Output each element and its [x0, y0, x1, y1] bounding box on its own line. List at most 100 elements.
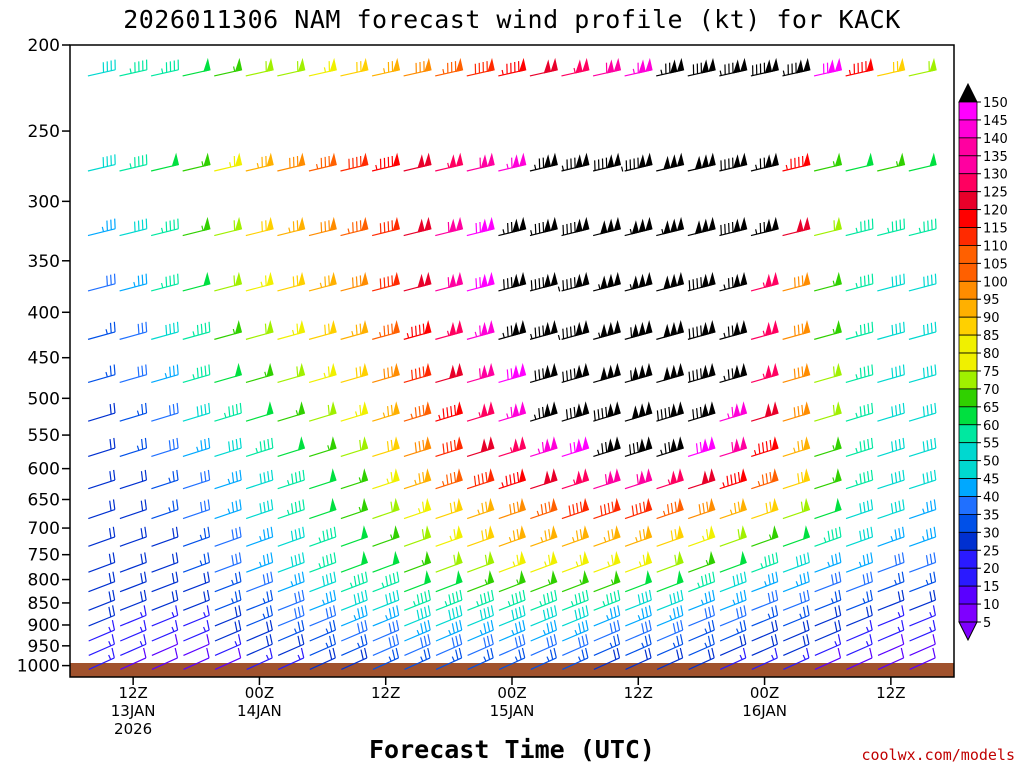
- wind-barb: [719, 152, 748, 172]
- wind-barb: [782, 571, 810, 593]
- wind-barb: [498, 550, 526, 573]
- wind-barb: [246, 619, 273, 642]
- wind-barb: [751, 497, 779, 520]
- wind-barb: [782, 525, 811, 547]
- wind-barb: [277, 271, 306, 292]
- wind-barb: [404, 619, 431, 642]
- wind-barb: [214, 647, 242, 670]
- wind-barb: [845, 57, 874, 77]
- credit-link[interactable]: coolwx.com/models: [861, 746, 1015, 764]
- wind-barb: [466, 320, 495, 340]
- wind-barb: [813, 216, 843, 237]
- wind-barb: [783, 634, 810, 657]
- x-tick-label: 14JAN: [237, 702, 282, 720]
- wind-barb: [403, 550, 432, 573]
- wind-barb: [814, 589, 842, 611]
- wind-barb: [308, 401, 337, 422]
- y-tick-label: 550: [28, 426, 60, 446]
- wind-barb: [87, 364, 116, 383]
- wind-barb: [908, 321, 937, 340]
- colorbar-bottom-arrow: [958, 621, 978, 642]
- wind-barb: [403, 152, 432, 172]
- wind-barb: [183, 589, 210, 611]
- wind-barb: [530, 605, 558, 627]
- wind-barb: [214, 526, 242, 547]
- wind-barb: [404, 589, 431, 611]
- colorbar-label: 130: [983, 168, 1008, 183]
- wind-barb: [908, 402, 937, 422]
- wind-barb: [877, 589, 905, 611]
- y-tick-label: 250: [28, 122, 60, 142]
- wind-barb: [277, 589, 305, 611]
- wind-barb: [562, 647, 589, 670]
- wind-barb: [466, 57, 495, 77]
- wind-barb: [214, 152, 243, 172]
- wind-barb: [183, 619, 210, 642]
- wind-barb: [845, 321, 874, 340]
- wind-barb: [751, 619, 779, 642]
- wind-barb: [151, 571, 179, 593]
- wind-barb: [688, 634, 715, 657]
- wind-barb: [656, 362, 685, 383]
- colorbar-label: 125: [983, 186, 1008, 201]
- wind-barb: [530, 619, 558, 642]
- wind-barb: [656, 619, 684, 642]
- wind-barb: [151, 526, 179, 547]
- wind-barb: [466, 271, 495, 292]
- wind-barb: [909, 526, 937, 547]
- wind-barb: [214, 271, 243, 292]
- wind-barb: [845, 218, 874, 237]
- wind-barb: [88, 499, 116, 520]
- wind-barb: [624, 271, 653, 292]
- wind-barb: [529, 57, 558, 77]
- wind-barb: [814, 362, 842, 383]
- wind-barb: [372, 436, 400, 457]
- wind-barb: [877, 437, 905, 457]
- wind-barb: [119, 469, 148, 490]
- wind-barb: [620, 152, 653, 172]
- wind-barb: [467, 619, 494, 642]
- wind-barb: [404, 647, 431, 670]
- wind-barb: [372, 605, 400, 627]
- wind-barb: [467, 605, 494, 627]
- wind-barb: [372, 271, 400, 292]
- wind-barb: [403, 570, 432, 593]
- x-tick-label: 16JAN: [742, 702, 787, 720]
- wind-barb: [246, 526, 274, 547]
- wind-barb: [119, 571, 147, 593]
- wind-barb: [751, 589, 779, 611]
- colorbar-segment: [958, 370, 978, 390]
- wind-barb: [214, 552, 242, 573]
- wind-barb: [403, 436, 432, 457]
- wind-barb: [719, 468, 748, 490]
- wind-barb: [846, 619, 873, 642]
- wind-barb: [719, 216, 748, 237]
- wind-barb: [214, 362, 243, 383]
- wind-barb: [877, 634, 905, 657]
- wind-barb: [403, 216, 432, 237]
- wind-barb: [277, 571, 305, 593]
- wind-barb: [467, 647, 494, 670]
- terrain-surface: [70, 663, 954, 677]
- wind-barb: [277, 499, 305, 520]
- wind-barb: [182, 526, 211, 547]
- colorbar-label: 45: [983, 473, 1000, 488]
- wind-barb: [877, 364, 905, 383]
- wind-barb: [909, 571, 937, 593]
- wind-barb: [151, 552, 179, 573]
- wind-barb: [687, 271, 716, 292]
- wind-barb: [277, 634, 305, 657]
- colorbar-segment: [958, 388, 978, 408]
- wind-barb: [403, 401, 432, 422]
- wind-barb: [561, 605, 589, 627]
- wind-barb: [561, 401, 590, 422]
- wind-barb: [561, 152, 590, 172]
- wind-barb: [877, 152, 906, 172]
- wind-barb: [372, 634, 400, 657]
- wind-barb: [467, 570, 495, 593]
- wind-barb: [435, 320, 464, 340]
- colorbar-label: 115: [983, 222, 1008, 237]
- wind-barb: [909, 647, 936, 670]
- wind-barb: [908, 499, 937, 520]
